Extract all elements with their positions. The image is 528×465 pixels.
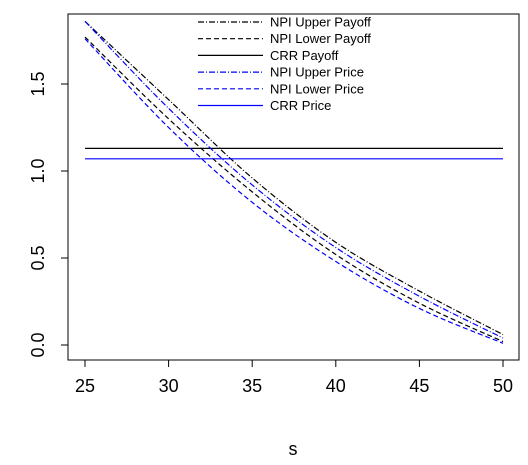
x-tick-label: 25	[75, 376, 95, 396]
x-axis: 25 30 35 40 45 50	[75, 359, 513, 396]
series-line-npi-lower-price	[84, 38, 504, 344]
y-axis: 0.0 0.5 1.0 1.5	[28, 71, 69, 358]
y-tick-label: 0.5	[28, 245, 48, 270]
legend-label-npi-upper-payoff: NPI Upper Payoff	[270, 15, 371, 30]
legend-label-crr-price: CRR Price	[270, 98, 331, 113]
legend-label-npi-upper-price: NPI Upper Price	[270, 65, 364, 80]
legend-label-npi-lower-price: NPI Lower Price	[270, 81, 364, 96]
y-tick-label: 0.0	[28, 332, 48, 357]
series-line-npi-lower-payoff	[84, 36, 504, 343]
legend-label-crr-payoff: CRR Payoff	[270, 48, 339, 63]
y-tick-label: 1.0	[28, 158, 48, 183]
series-layer	[84, 20, 504, 344]
x-axis-title: s	[289, 439, 298, 459]
series-line-npi-upper-price	[84, 20, 504, 339]
x-tick-label: 50	[493, 376, 513, 396]
y-tick-label: 1.5	[28, 71, 48, 96]
x-tick-label: 35	[242, 376, 262, 396]
x-tick-label: 40	[326, 376, 346, 396]
legend-label-npi-lower-payoff: NPI Lower Payoff	[270, 31, 371, 46]
x-tick-label: 30	[159, 376, 179, 396]
x-tick-label: 45	[409, 376, 429, 396]
